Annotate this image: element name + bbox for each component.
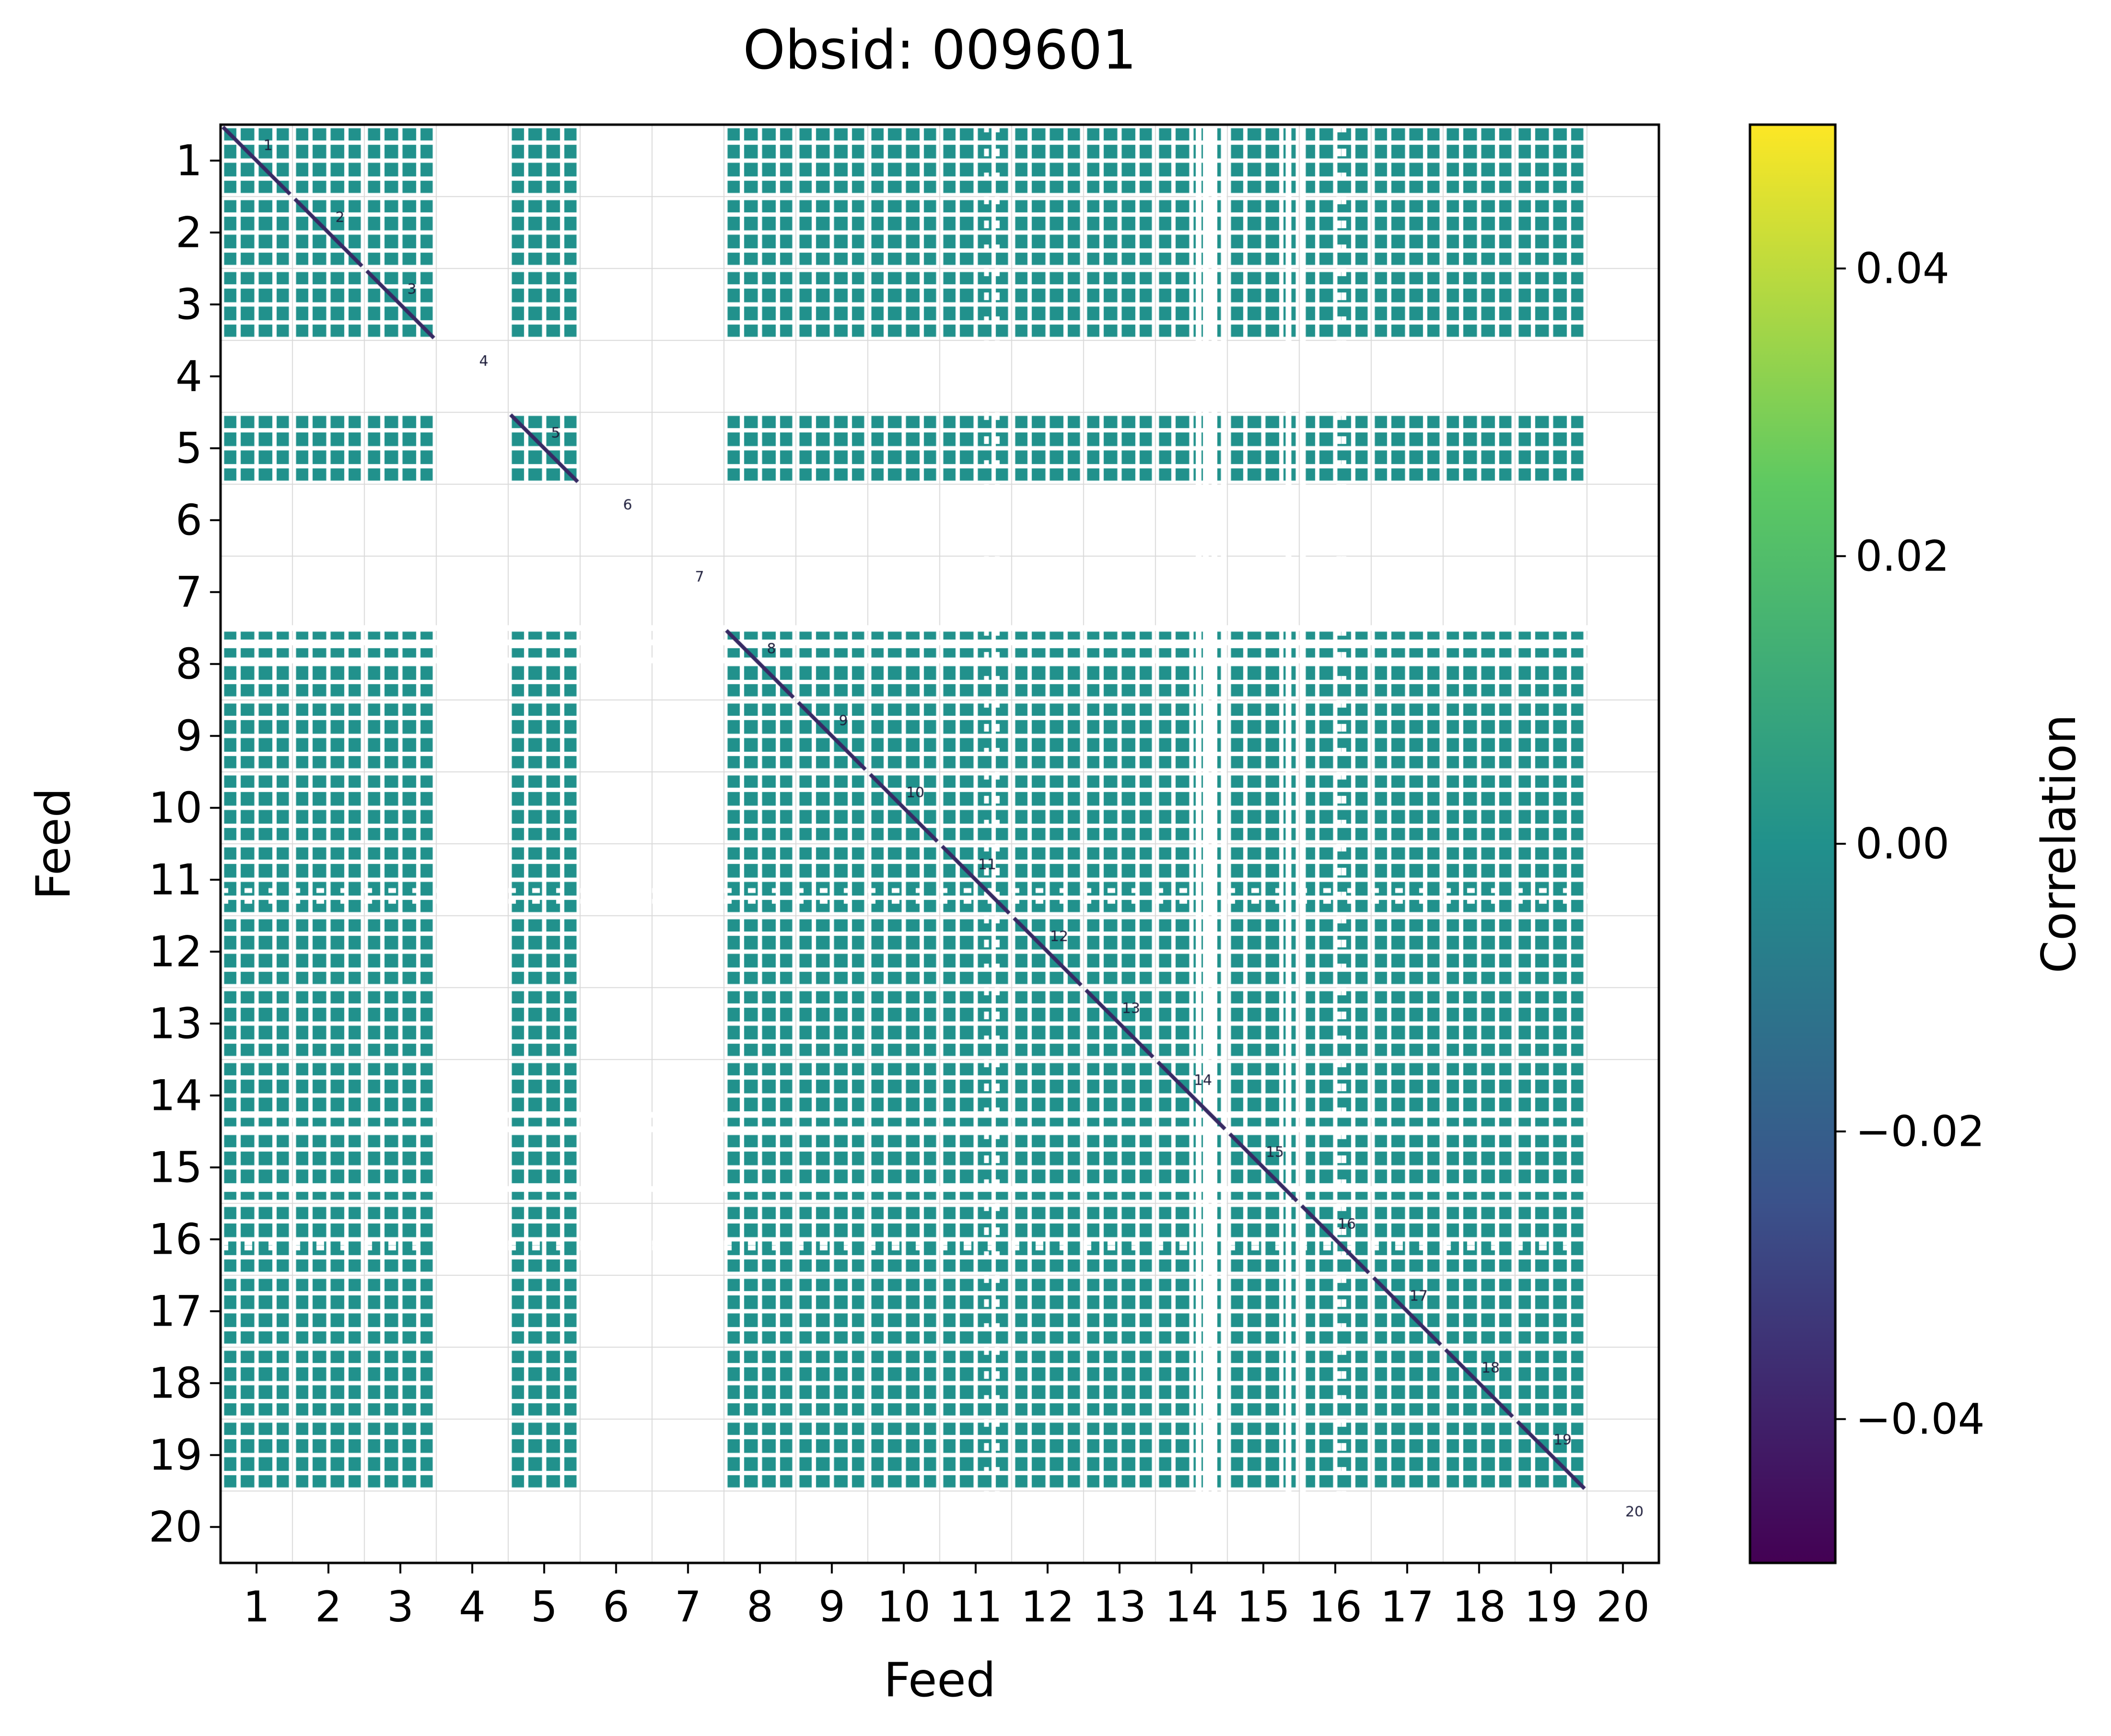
x-tick-label: 5 [531, 1582, 558, 1631]
y-tick-label: 20 [149, 1502, 202, 1552]
y-tick-label: 2 [175, 208, 202, 257]
x-tick-label: 3 [387, 1582, 414, 1631]
x-tick-label: 20 [1596, 1582, 1650, 1631]
chart-title: Obsid: 009601 [743, 19, 1137, 82]
x-tick-label: 1 [243, 1582, 270, 1631]
y-tick-label: 1 [175, 136, 202, 186]
colorbar-tick-label: −0.04 [1855, 1394, 1985, 1444]
colorbar-tick-label: 0.00 [1855, 819, 1949, 869]
x-tick-label: 13 [1093, 1582, 1146, 1631]
x-tick-label: 12 [1021, 1582, 1074, 1631]
y-tick-label: 12 [149, 927, 202, 977]
x-tick-label: 14 [1165, 1582, 1218, 1631]
y-tick-label: 5 [175, 423, 202, 473]
x-tick-label: 11 [949, 1582, 1003, 1631]
y-tick-label: 7 [175, 567, 202, 617]
colorbar-tick-label: 0.04 [1855, 244, 1949, 293]
y-tick-label: 9 [175, 711, 202, 761]
y-tick-label: 6 [175, 495, 202, 545]
x-tick-label: 6 [603, 1582, 630, 1631]
y-tick-label: 4 [175, 351, 202, 401]
x-tick-label: 2 [315, 1582, 342, 1631]
colorbar-label: Correlation [2032, 714, 2087, 974]
y-tick-label: 16 [149, 1214, 202, 1264]
y-tick-label: 11 [149, 855, 202, 905]
y-axis-label: Feed [26, 788, 81, 900]
y-tick-label: 15 [149, 1142, 202, 1192]
y-tick-label: 17 [149, 1286, 202, 1336]
x-tick-label: 9 [818, 1582, 845, 1631]
y-tick-label: 10 [149, 783, 202, 833]
y-tick-label: 14 [149, 1071, 202, 1120]
x-axis-label: Feed [884, 1653, 996, 1708]
x-tick-label: 7 [675, 1582, 701, 1631]
x-tick-label: 10 [877, 1582, 931, 1631]
colorbar-tick-label: −0.02 [1855, 1107, 1985, 1156]
y-tick-label: 13 [149, 999, 202, 1049]
x-tick-label: 4 [459, 1582, 486, 1631]
x-tick-label: 17 [1380, 1582, 1434, 1631]
x-tick-label: 16 [1308, 1582, 1362, 1631]
colorbar-tick-label: 0.02 [1855, 531, 1949, 581]
x-tick-label: 15 [1236, 1582, 1290, 1631]
y-tick-label: 3 [175, 280, 202, 329]
y-tick-label: 8 [175, 639, 202, 689]
x-tick-label: 18 [1452, 1582, 1506, 1631]
y-tick-label: 19 [149, 1430, 202, 1480]
x-tick-label: 19 [1524, 1582, 1578, 1631]
y-tick-label: 18 [149, 1358, 202, 1408]
x-tick-label: 8 [746, 1582, 773, 1631]
